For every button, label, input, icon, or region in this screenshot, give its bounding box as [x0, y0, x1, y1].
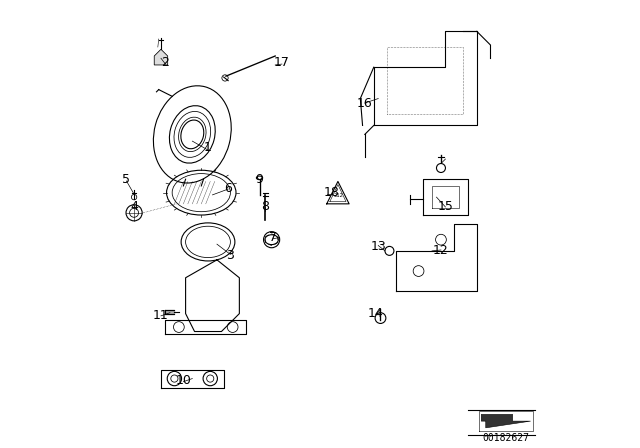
Text: 212: 212 [333, 193, 343, 198]
Text: 7: 7 [269, 231, 277, 244]
Polygon shape [165, 310, 174, 314]
Text: 2: 2 [161, 56, 170, 69]
Text: 4: 4 [130, 199, 138, 213]
Text: 9: 9 [255, 172, 264, 186]
Text: 00182627: 00182627 [483, 433, 529, 443]
Text: 12: 12 [433, 244, 449, 258]
Text: 8: 8 [261, 199, 269, 213]
Text: 6: 6 [224, 181, 232, 195]
Polygon shape [154, 49, 168, 65]
Text: 16: 16 [357, 96, 372, 110]
Text: 17: 17 [274, 56, 290, 69]
Text: 1: 1 [204, 141, 212, 155]
Text: 18: 18 [323, 186, 339, 199]
Polygon shape [481, 414, 531, 428]
Text: 14: 14 [368, 307, 384, 320]
Text: 11: 11 [153, 309, 169, 323]
Text: 5: 5 [122, 172, 131, 186]
Text: 13: 13 [371, 240, 386, 253]
Text: 10: 10 [175, 374, 191, 388]
Text: 15: 15 [438, 199, 453, 213]
Text: 3: 3 [227, 249, 234, 262]
